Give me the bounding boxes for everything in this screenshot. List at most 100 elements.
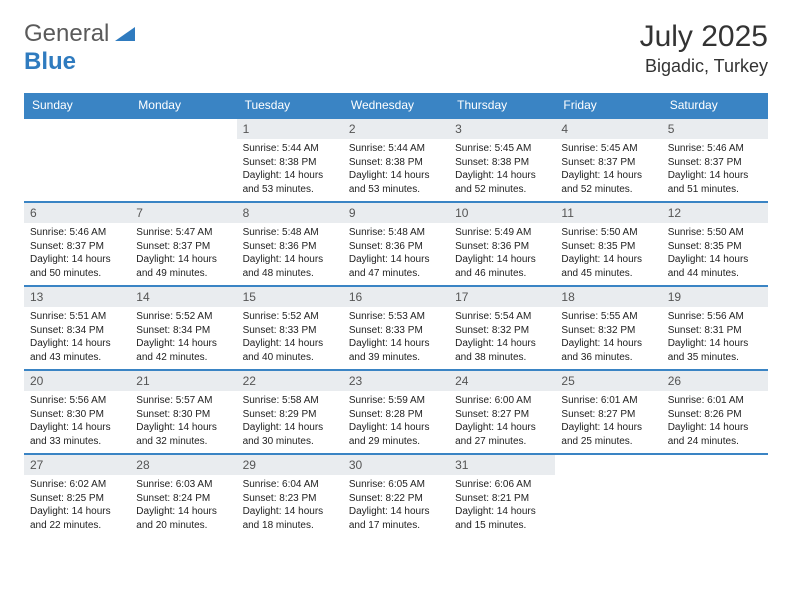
day-number: 16: [343, 287, 449, 307]
day-number: 29: [237, 455, 343, 475]
day-number: 10: [449, 203, 555, 223]
day-number: 21: [130, 371, 236, 391]
calendar-cell: 8Sunrise: 5:48 AMSunset: 8:36 PMDaylight…: [237, 202, 343, 286]
day-number: 30: [343, 455, 449, 475]
calendar-cell: 10Sunrise: 5:49 AMSunset: 8:36 PMDayligh…: [449, 202, 555, 286]
day-details: Sunrise: 5:44 AMSunset: 8:38 PMDaylight:…: [237, 139, 343, 198]
day-details: Sunrise: 5:54 AMSunset: 8:32 PMDaylight:…: [449, 307, 555, 366]
calendar-cell: 13Sunrise: 5:51 AMSunset: 8:34 PMDayligh…: [24, 286, 130, 370]
day-details: Sunrise: 5:46 AMSunset: 8:37 PMDaylight:…: [662, 139, 768, 198]
day-details: Sunrise: 6:05 AMSunset: 8:22 PMDaylight:…: [343, 475, 449, 534]
day-details: Sunrise: 5:52 AMSunset: 8:33 PMDaylight:…: [237, 307, 343, 366]
day-number: 1: [237, 119, 343, 139]
calendar-cell: [130, 118, 236, 202]
day-header: Wednesday: [343, 93, 449, 118]
day-header-row: Sunday Monday Tuesday Wednesday Thursday…: [24, 93, 768, 118]
calendar-cell: 25Sunrise: 6:01 AMSunset: 8:27 PMDayligh…: [555, 370, 661, 454]
calendar-cell: 19Sunrise: 5:56 AMSunset: 8:31 PMDayligh…: [662, 286, 768, 370]
day-number: 11: [555, 203, 661, 223]
day-number: 5: [662, 119, 768, 139]
calendar-cell: 27Sunrise: 6:02 AMSunset: 8:25 PMDayligh…: [24, 454, 130, 538]
calendar-cell: 26Sunrise: 6:01 AMSunset: 8:26 PMDayligh…: [662, 370, 768, 454]
day-header: Thursday: [449, 93, 555, 118]
day-number: 31: [449, 455, 555, 475]
day-details: Sunrise: 5:56 AMSunset: 8:30 PMDaylight:…: [24, 391, 130, 450]
calendar-cell: 23Sunrise: 5:59 AMSunset: 8:28 PMDayligh…: [343, 370, 449, 454]
day-header: Friday: [555, 93, 661, 118]
day-details: Sunrise: 6:02 AMSunset: 8:25 PMDaylight:…: [24, 475, 130, 534]
calendar-cell: 20Sunrise: 5:56 AMSunset: 8:30 PMDayligh…: [24, 370, 130, 454]
day-details: Sunrise: 5:55 AMSunset: 8:32 PMDaylight:…: [555, 307, 661, 366]
day-details: Sunrise: 5:50 AMSunset: 8:35 PMDaylight:…: [662, 223, 768, 282]
day-details: Sunrise: 5:49 AMSunset: 8:36 PMDaylight:…: [449, 223, 555, 282]
calendar-cell: 3Sunrise: 5:45 AMSunset: 8:38 PMDaylight…: [449, 118, 555, 202]
brand-triangle-icon: [111, 25, 135, 44]
calendar-cell: 15Sunrise: 5:52 AMSunset: 8:33 PMDayligh…: [237, 286, 343, 370]
day-details: Sunrise: 6:03 AMSunset: 8:24 PMDaylight:…: [130, 475, 236, 534]
calendar-cell: [24, 118, 130, 202]
calendar-cell: 18Sunrise: 5:55 AMSunset: 8:32 PMDayligh…: [555, 286, 661, 370]
calendar-cell: 17Sunrise: 5:54 AMSunset: 8:32 PMDayligh…: [449, 286, 555, 370]
calendar-cell: 16Sunrise: 5:53 AMSunset: 8:33 PMDayligh…: [343, 286, 449, 370]
day-details: Sunrise: 6:01 AMSunset: 8:26 PMDaylight:…: [662, 391, 768, 450]
day-details: Sunrise: 5:50 AMSunset: 8:35 PMDaylight:…: [555, 223, 661, 282]
day-details: Sunrise: 5:44 AMSunset: 8:38 PMDaylight:…: [343, 139, 449, 198]
day-number: 9: [343, 203, 449, 223]
day-number: 25: [555, 371, 661, 391]
calendar-cell: 12Sunrise: 5:50 AMSunset: 8:35 PMDayligh…: [662, 202, 768, 286]
calendar-week-row: 20Sunrise: 5:56 AMSunset: 8:30 PMDayligh…: [24, 370, 768, 454]
day-details: Sunrise: 5:58 AMSunset: 8:29 PMDaylight:…: [237, 391, 343, 450]
calendar-cell: [662, 454, 768, 538]
page-header: General July 2025 Bigadic, Turkey: [24, 20, 768, 77]
calendar-week-row: 27Sunrise: 6:02 AMSunset: 8:25 PMDayligh…: [24, 454, 768, 538]
day-details: Sunrise: 5:47 AMSunset: 8:37 PMDaylight:…: [130, 223, 236, 282]
day-number: 18: [555, 287, 661, 307]
calendar-cell: 7Sunrise: 5:47 AMSunset: 8:37 PMDaylight…: [130, 202, 236, 286]
calendar-cell: 6Sunrise: 5:46 AMSunset: 8:37 PMDaylight…: [24, 202, 130, 286]
day-details: Sunrise: 5:57 AMSunset: 8:30 PMDaylight:…: [130, 391, 236, 450]
day-details: Sunrise: 5:48 AMSunset: 8:36 PMDaylight:…: [343, 223, 449, 282]
day-details: Sunrise: 5:45 AMSunset: 8:37 PMDaylight:…: [555, 139, 661, 198]
brand-logo: General: [24, 20, 137, 48]
day-details: Sunrise: 5:52 AMSunset: 8:34 PMDaylight:…: [130, 307, 236, 366]
day-number: 15: [237, 287, 343, 307]
day-number: 8: [237, 203, 343, 223]
day-details: Sunrise: 5:56 AMSunset: 8:31 PMDaylight:…: [662, 307, 768, 366]
calendar-cell: 31Sunrise: 6:06 AMSunset: 8:21 PMDayligh…: [449, 454, 555, 538]
calendar-cell: 11Sunrise: 5:50 AMSunset: 8:35 PMDayligh…: [555, 202, 661, 286]
calendar-cell: 5Sunrise: 5:46 AMSunset: 8:37 PMDaylight…: [662, 118, 768, 202]
calendar-week-row: 6Sunrise: 5:46 AMSunset: 8:37 PMDaylight…: [24, 202, 768, 286]
day-header: Saturday: [662, 93, 768, 118]
day-details: Sunrise: 5:59 AMSunset: 8:28 PMDaylight:…: [343, 391, 449, 450]
day-header: Monday: [130, 93, 236, 118]
day-number: 2: [343, 119, 449, 139]
day-number: 22: [237, 371, 343, 391]
day-details: Sunrise: 5:48 AMSunset: 8:36 PMDaylight:…: [237, 223, 343, 282]
month-year: July 2025: [640, 20, 768, 54]
day-number: 17: [449, 287, 555, 307]
day-details: Sunrise: 6:01 AMSunset: 8:27 PMDaylight:…: [555, 391, 661, 450]
calendar-cell: [555, 454, 661, 538]
calendar-cell: 28Sunrise: 6:03 AMSunset: 8:24 PMDayligh…: [130, 454, 236, 538]
day-number: 27: [24, 455, 130, 475]
day-number: 13: [24, 287, 130, 307]
day-number: 24: [449, 371, 555, 391]
day-details: Sunrise: 6:00 AMSunset: 8:27 PMDaylight:…: [449, 391, 555, 450]
calendar-cell: 24Sunrise: 6:00 AMSunset: 8:27 PMDayligh…: [449, 370, 555, 454]
calendar-cell: 21Sunrise: 5:57 AMSunset: 8:30 PMDayligh…: [130, 370, 236, 454]
brand-part2-wrap: Blue: [24, 48, 76, 76]
calendar-cell: 22Sunrise: 5:58 AMSunset: 8:29 PMDayligh…: [237, 370, 343, 454]
day-number: 23: [343, 371, 449, 391]
day-details: Sunrise: 6:06 AMSunset: 8:21 PMDaylight:…: [449, 475, 555, 534]
day-number: 3: [449, 119, 555, 139]
calendar-cell: 9Sunrise: 5:48 AMSunset: 8:36 PMDaylight…: [343, 202, 449, 286]
day-number: 28: [130, 455, 236, 475]
day-number: 14: [130, 287, 236, 307]
calendar-cell: 30Sunrise: 6:05 AMSunset: 8:22 PMDayligh…: [343, 454, 449, 538]
day-details: Sunrise: 5:45 AMSunset: 8:38 PMDaylight:…: [449, 139, 555, 198]
day-details: Sunrise: 5:46 AMSunset: 8:37 PMDaylight:…: [24, 223, 130, 282]
day-number: 4: [555, 119, 661, 139]
title-block: July 2025 Bigadic, Turkey: [640, 20, 768, 77]
calendar-cell: 4Sunrise: 5:45 AMSunset: 8:37 PMDaylight…: [555, 118, 661, 202]
day-number: 26: [662, 371, 768, 391]
